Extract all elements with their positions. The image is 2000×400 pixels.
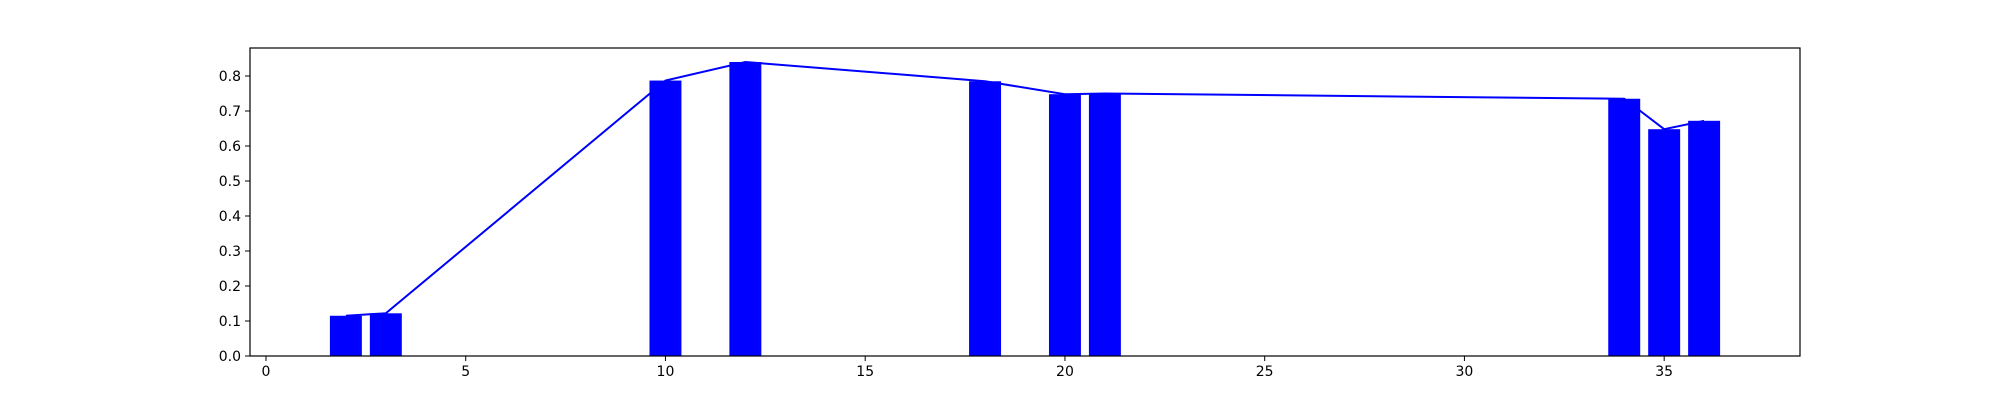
bar (1648, 129, 1681, 356)
x-tick-label: 20 (1056, 364, 1074, 380)
y-tick-label: 0.0 (219, 349, 241, 365)
y-tick-label: 0.3 (219, 244, 241, 260)
y-tick-label: 0.6 (219, 139, 241, 155)
bar (369, 313, 402, 356)
y-tick-label: 0.8 (219, 69, 241, 85)
y-tick-label: 0.4 (219, 209, 241, 225)
y-tick-label: 0.2 (219, 279, 241, 295)
x-tick-label: 10 (657, 364, 675, 380)
x-tick-label: 30 (1456, 364, 1474, 380)
bar (729, 62, 762, 356)
y-tick-label: 0.5 (219, 174, 241, 190)
x-tick-label: 0 (262, 364, 271, 380)
x-axis-ticks: 0 5 10 15 20 25 30 35 (262, 356, 1673, 380)
x-tick-label: 15 (856, 364, 874, 380)
series-line (345, 60, 1705, 317)
x-tick-label: 25 (1256, 364, 1274, 380)
bar (1048, 94, 1081, 356)
x-tick-label: 5 (461, 364, 470, 380)
bar (649, 80, 682, 357)
bar (329, 315, 362, 356)
bar (1088, 93, 1121, 356)
bar (969, 81, 1002, 356)
y-tick-label: 0.1 (219, 314, 241, 330)
x-tick-label: 35 (1655, 364, 1673, 380)
bars-group (329, 62, 1721, 357)
bar (1688, 120, 1721, 356)
plot-frame (249, 47, 1801, 357)
bar (1608, 98, 1641, 356)
y-tick-label: 0.7 (219, 104, 241, 120)
plot-background (250, 48, 1800, 356)
y-axis-ticks: 0.0 0.1 0.2 0.3 0.4 0.5 0.6 0.7 0.8 (219, 69, 250, 365)
